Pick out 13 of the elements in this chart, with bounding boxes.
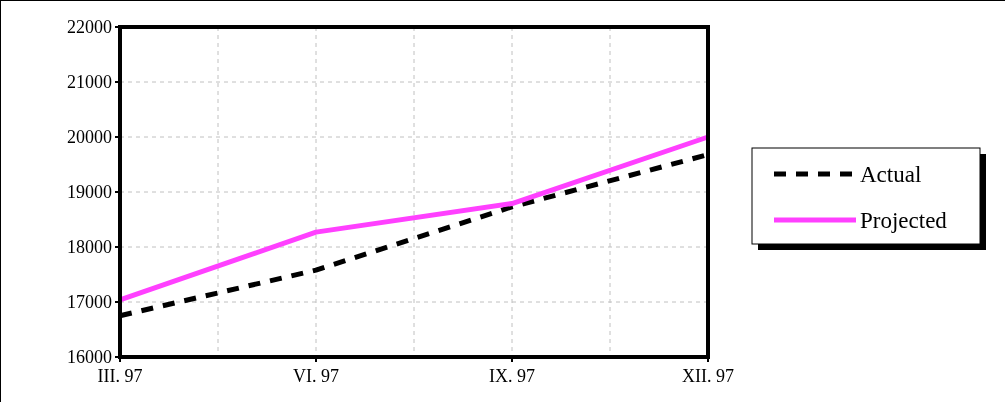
y-tick-label: 19000 xyxy=(67,182,112,203)
y-tick-label: 22000 xyxy=(67,17,112,38)
legend-label: Projected xyxy=(860,208,948,234)
x-tick-label: VI. 97 xyxy=(293,366,339,386)
y-tick-label: 20000 xyxy=(67,127,112,148)
legend-label: Actual xyxy=(860,162,922,188)
x-tick-label: III. 97 xyxy=(97,366,143,386)
y-tick-label: 16000 xyxy=(67,347,112,368)
y-tick-label: 18000 xyxy=(67,237,112,258)
x-tick-label: IX. 97 xyxy=(489,366,535,386)
y-tick-label: 21000 xyxy=(67,72,112,93)
y-tick-label: 17000 xyxy=(67,292,112,313)
x-tick-label: XII. 97 xyxy=(682,366,734,386)
